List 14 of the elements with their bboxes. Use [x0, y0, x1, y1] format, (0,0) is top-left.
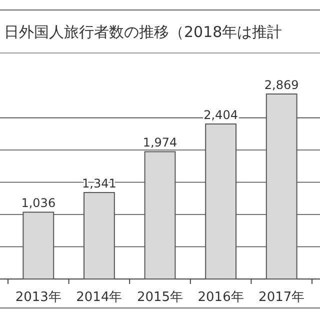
data-label: 1,036	[21, 196, 56, 210]
x-tick-label: 2015年	[136, 290, 184, 305]
x-tick-label: 2016年	[198, 290, 244, 305]
bar	[266, 94, 298, 280]
data-label: 2,869	[264, 78, 299, 92]
bar	[22, 212, 54, 280]
bar	[144, 151, 176, 280]
data-label: 1,974	[142, 136, 178, 150]
chart-title: 日外国人旅行者数の推移（2018年は推計	[4, 23, 282, 41]
x-tick-label: 2017年	[258, 290, 305, 305]
bar	[205, 123, 236, 280]
x-tick-label: 2014年	[76, 290, 122, 305]
x-tick-label: 2013年	[15, 290, 62, 305]
bar	[84, 192, 115, 280]
